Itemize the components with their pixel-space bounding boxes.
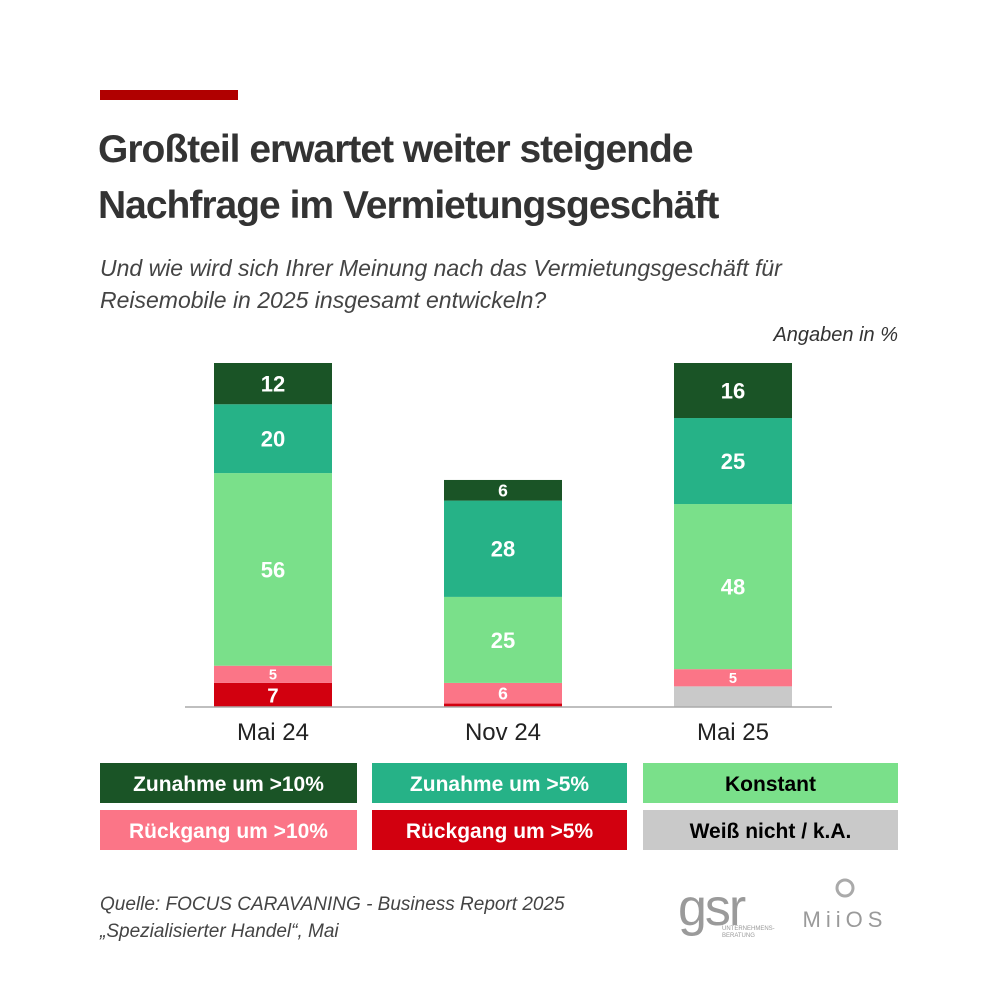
bar-segment [214,473,332,666]
legend-swatch [372,810,627,850]
legend-swatch [100,763,357,803]
bar-segment [674,669,792,687]
data-label: 48 [721,575,745,600]
logo-gsr-sub: UNTERNEHMENS- [722,926,775,932]
source: „Spezialisierter Handel“, Mai [99,921,339,942]
data-label: 7 [267,684,278,707]
legend-label: Rückgang um >10% [129,820,328,843]
bar-segment [214,363,332,405]
bar-segment [444,703,562,707]
bar-segment [674,686,792,707]
legend-label: Zunahme um >5% [410,773,589,796]
bar-segment [674,418,792,505]
chart-title: Großteil erwartet weiter steigende [98,128,693,171]
legend-label: Weiß nicht / k.A. [690,820,852,843]
bar-segment [214,682,332,707]
data-label: 6 [498,684,508,704]
chart-title: Nachfrage im Vermietungsgeschäft [98,184,719,227]
legend-swatch [643,810,898,850]
bar-segment [674,363,792,419]
data-label: 20 [261,427,285,452]
legend-label: Konstant [725,773,816,796]
data-label: 28 [491,537,515,562]
data-label: 6 [498,481,508,501]
data-label: 5 [729,671,737,687]
logo-gsr-sub: BERATUNG [722,933,755,939]
bar-segment [444,682,562,704]
x-tick-label: Mai 25 [697,719,769,746]
legend-swatch [372,763,627,803]
bar-segment [214,665,332,683]
legend-swatch [100,810,357,850]
bar-segment [214,404,332,474]
accent-bar [100,90,238,100]
bar-segment [444,596,562,683]
bar-segment [674,504,792,670]
unit-note: Angaben in % [772,324,898,346]
logo-gsr: gsr [678,879,746,937]
bar-segment [444,479,562,501]
data-label: 12 [261,372,285,397]
legend-swatch [643,763,898,803]
x-tick-label: Mai 24 [237,719,309,746]
data-label: 5 [269,668,277,684]
data-label: 25 [491,628,515,653]
data-label: 16 [721,378,745,403]
legend-label: Zunahme um >10% [133,773,324,796]
legend-label: Rückgang um >5% [406,820,594,843]
x-tick-label: Nov 24 [465,719,541,746]
data-label: 25 [721,449,745,474]
source: Quelle: FOCUS CARAVANING - Business Repo… [100,894,565,915]
bar-segment [444,500,562,597]
data-label: 56 [261,557,285,582]
logo-miios: MiiOS [803,907,888,932]
logo-icon [835,878,855,898]
subtitle: Reisemobile in 2025 insgesamt entwickeln… [100,287,546,313]
subtitle: Und wie wird sich Ihrer Meinung nach das… [100,255,783,281]
